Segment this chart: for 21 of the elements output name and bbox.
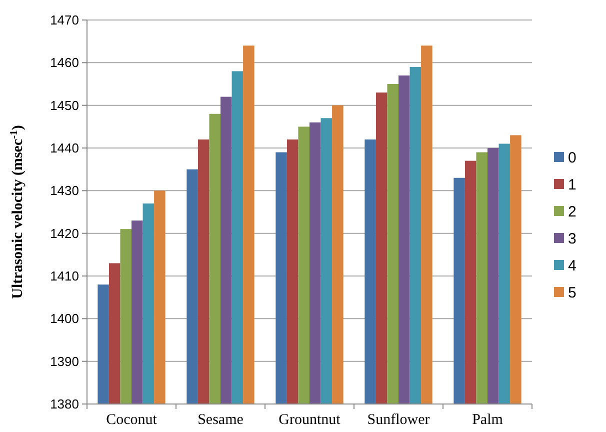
legend-label: 3	[568, 230, 576, 248]
legend-label: 4	[568, 257, 576, 274]
y-tick-label: 1440	[50, 140, 79, 156]
x-tick-label: Coconut	[106, 412, 158, 428]
legend-label: 5	[568, 284, 576, 302]
y-tick-label: 1380	[50, 396, 79, 412]
legend-label: 2	[568, 203, 576, 220]
x-tick-label: Grountnut	[278, 412, 342, 428]
y-tick-label: 1390	[50, 354, 79, 369]
x-tick-label: Palm	[472, 412, 504, 428]
y-tick-label: 1430	[50, 183, 79, 198]
y-tick-label: 1450	[50, 98, 79, 113]
x-tick-label: Sunflower	[367, 412, 430, 428]
y-tick-label: 1460	[50, 55, 79, 70]
y-tick-label: 1470	[50, 12, 79, 28]
legend-label: 0	[568, 149, 576, 166]
y-tick-label: 1420	[50, 226, 79, 241]
legend-label: 1	[568, 176, 576, 194]
y-tick-label: 1400	[50, 311, 79, 326]
x-tick-label: Sesame	[198, 412, 244, 428]
y-tick-label: 1410	[50, 268, 79, 284]
